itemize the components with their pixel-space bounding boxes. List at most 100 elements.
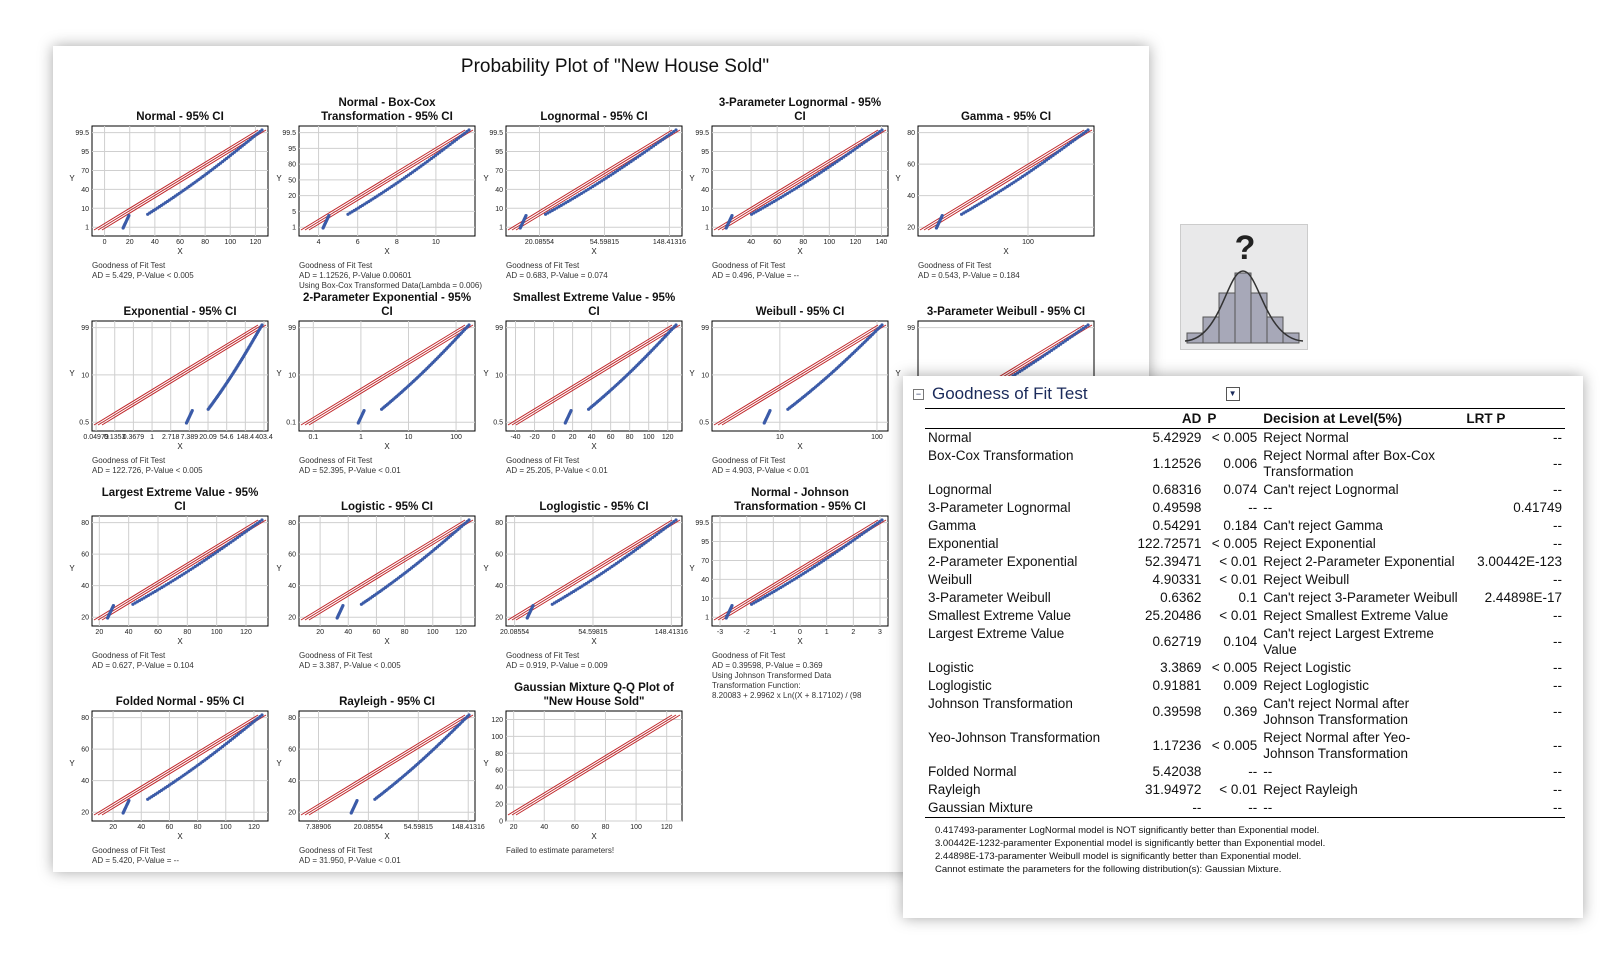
x-tick-label: 8 <box>395 239 399 246</box>
table-row: Rayleigh 31.94972 < 0.01 Reject Rayleigh -- <box>925 781 1565 799</box>
data-point <box>844 543 848 547</box>
data-point <box>1031 361 1036 365</box>
fit-line <box>304 324 470 426</box>
fit-line <box>93 129 259 231</box>
mini-plot: Rayleigh - 95% CI 7.38906 20.08554 54.59815… <box>276 696 485 865</box>
x-tick-label: 2.718 <box>162 434 180 441</box>
data-point <box>227 542 231 546</box>
mini-plot: 3-Parameter Lognormal - 95% CI 40 60 80 100 12… <box>689 97 889 280</box>
collapse-button[interactable]: − <box>913 388 924 400</box>
data-point <box>231 539 235 543</box>
x-tick-label: 60 <box>607 434 615 441</box>
y-tick-label: 40 <box>288 583 296 590</box>
fit-text: Goodness of Fit Test <box>299 846 373 855</box>
x-tick-label: 54.59815 <box>590 239 619 246</box>
data-point <box>355 798 359 803</box>
data-point <box>1079 328 1083 332</box>
x-tick-label: 40 <box>151 239 159 246</box>
fit-text: AD = 0.543, P-Value = 0.184 <box>918 271 1020 280</box>
y-axis-label: Y <box>689 369 695 378</box>
data-point <box>1068 336 1072 340</box>
fit-text: Goodness of Fit Test <box>506 456 580 465</box>
data-point <box>524 213 528 218</box>
distribution-icon[interactable]: ? <box>1180 224 1308 350</box>
fit-line <box>923 129 1089 231</box>
data-point <box>833 551 837 555</box>
table-cell: -- <box>1263 500 1273 515</box>
y-tick-label: 95 <box>81 149 89 156</box>
y-tick-label: 1 <box>85 225 89 232</box>
data-point <box>658 139 662 143</box>
data-point <box>229 540 233 544</box>
table-cell: Rayleigh <box>928 782 981 797</box>
data-point <box>875 131 880 135</box>
mini-plot: Normal - 95% CI 0 20 40 60 80 100 120 1 10 40 70 95 9… <box>69 111 269 280</box>
x-tick-label: 0.04979 <box>83 434 108 441</box>
fit-line <box>300 324 466 426</box>
data-point <box>833 161 837 165</box>
y-tick-label: 99 <box>495 325 503 332</box>
table-cell: -- <box>1133 799 1205 818</box>
fit-line <box>713 324 879 426</box>
data-point <box>828 164 832 168</box>
data-point <box>253 523 257 527</box>
fit-table: AD P Decision at Level(5%) LRT P Normal 5.42… <box>925 408 1565 818</box>
data-point <box>651 144 656 148</box>
dropdown-button[interactable]: ▼ <box>1225 387 1240 401</box>
y-tick-label: 0 <box>499 819 503 826</box>
data-point <box>875 521 880 525</box>
data-point <box>860 142 864 146</box>
plot-title: "New House Sold" <box>543 696 644 708</box>
x-axis-label: X <box>797 442 803 451</box>
x-tick-label: 40 <box>747 239 755 246</box>
x-tick-label: 0.1353 <box>104 434 126 441</box>
table-cell: -- <box>1553 738 1562 753</box>
data-point <box>1022 366 1026 371</box>
table-cell: < 0.005 <box>1211 660 1258 675</box>
data-point <box>249 526 253 530</box>
fit-line <box>97 714 263 816</box>
y-tick-label: 1 <box>705 225 709 232</box>
data-point <box>1040 354 1045 359</box>
x-axis-label: X <box>384 247 390 256</box>
data-point <box>871 134 875 139</box>
x-tick-label: 120 <box>248 824 260 831</box>
y-tick-label: 20 <box>495 615 503 622</box>
x-tick-label: 20.08554 <box>525 239 554 246</box>
y-axis-label: Y <box>276 369 282 378</box>
data-point <box>1077 329 1081 334</box>
y-axis-label: Y <box>895 369 901 378</box>
fit-line <box>511 324 677 426</box>
data-point <box>1045 351 1049 356</box>
data-point <box>821 559 826 563</box>
data-point <box>244 529 249 533</box>
y-tick-label: 99 <box>701 325 709 332</box>
fit-text: AD = 5.429, P-Value < 0.005 <box>92 271 194 280</box>
fit-text: Goodness of Fit Test <box>92 261 166 270</box>
header-cell: P <box>1204 408 1261 429</box>
data-point <box>240 532 244 536</box>
data-point <box>620 166 624 170</box>
y-tick-label: 40 <box>495 583 503 590</box>
table-cell: 2-Parameter Exponential <box>928 554 1078 569</box>
table-cell: -- <box>1553 678 1562 693</box>
table-row: Folded Normal 5.42038 -- -- -- <box>925 763 1565 781</box>
x-tick-label: 60 <box>176 239 184 246</box>
data-point <box>1043 353 1047 357</box>
y-tick-label: 70 <box>81 168 89 175</box>
x-axis-label: X <box>384 637 390 646</box>
header-cell <box>925 408 1134 429</box>
data-point <box>1084 325 1088 329</box>
data-point <box>869 526 873 530</box>
table-row: 3-Parameter Lognormal 0.49598 -- -- 0.41749 <box>925 499 1565 517</box>
data-point <box>878 130 882 134</box>
table-cell: 5.42929 <box>1152 430 1202 445</box>
y-tick-label: 40 <box>81 778 89 785</box>
table-cell: Gamma <box>928 518 977 533</box>
x-tick-label: 80 <box>799 239 807 246</box>
data-point <box>218 548 222 552</box>
data-point <box>467 128 471 132</box>
plot-title: 2-Parameter Exponential - 95% <box>303 292 471 304</box>
data-point <box>1038 356 1042 360</box>
table-cell: < 0.01 <box>1219 608 1258 623</box>
